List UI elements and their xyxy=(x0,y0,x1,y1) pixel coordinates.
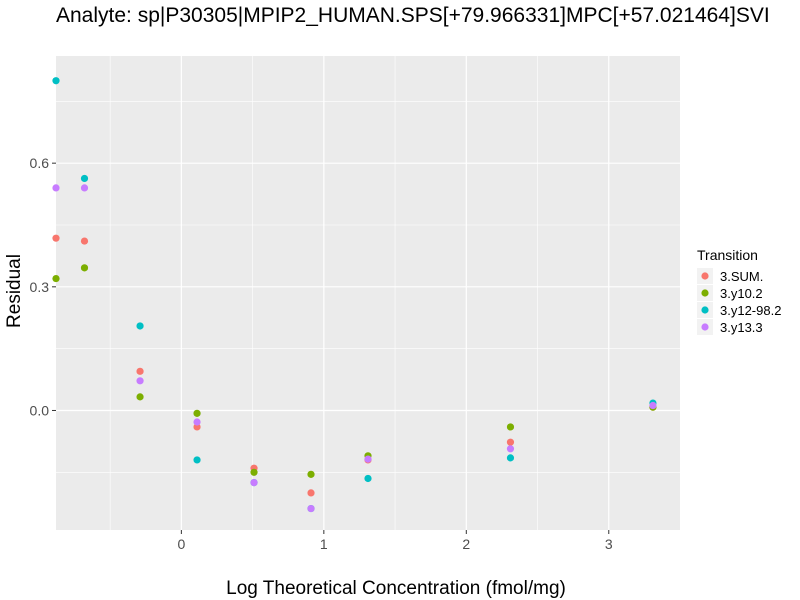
data-point xyxy=(52,234,60,242)
x-axis-title: Log Theoretical Concentration (fmol/mg) xyxy=(226,578,566,599)
data-point xyxy=(136,393,144,401)
legend-label: 3.y13.3 xyxy=(720,320,763,335)
data-point xyxy=(52,274,60,283)
data-point xyxy=(193,423,201,431)
x-tick-label: 3 xyxy=(605,536,613,552)
x-tick-label: 2 xyxy=(462,536,470,552)
legend-label: 3.SUM. xyxy=(720,269,763,284)
major-gridlines xyxy=(56,56,680,530)
data-point xyxy=(136,322,144,330)
data-point xyxy=(307,504,315,513)
y-axis-title: Residual xyxy=(4,254,25,328)
data-point xyxy=(506,438,515,446)
data-point xyxy=(307,489,315,497)
data-point xyxy=(506,454,515,462)
data-point xyxy=(364,474,372,483)
data-point xyxy=(506,445,515,453)
legend-title: Transition xyxy=(697,247,758,263)
y-tick-label: 0.3 xyxy=(30,279,50,295)
x-tick-label: 1 xyxy=(320,536,328,552)
legend-key xyxy=(701,272,709,280)
data-point xyxy=(193,409,201,417)
data-point xyxy=(136,377,144,385)
data-point xyxy=(80,264,89,272)
chart-title: Analyte: sp|P30305|MPIP2_HUMAN.SPS[+79.9… xyxy=(56,4,770,27)
data-point xyxy=(250,468,258,476)
data-point xyxy=(193,456,201,464)
data-point xyxy=(80,237,89,245)
legend-key xyxy=(701,289,709,297)
data-point xyxy=(136,367,144,375)
y-tick-label: 0.6 xyxy=(30,155,50,171)
legend-key xyxy=(701,323,709,331)
legend-key xyxy=(701,306,709,314)
data-points xyxy=(52,77,657,513)
data-point xyxy=(80,174,89,183)
data-point xyxy=(506,423,515,431)
minor-gridlines xyxy=(56,56,680,530)
data-point xyxy=(80,184,89,192)
y-tick-label: 0.0 xyxy=(30,402,50,418)
data-point xyxy=(52,77,60,85)
data-point xyxy=(649,401,657,410)
data-point xyxy=(364,455,372,463)
legend-label: 3.y12-98.2 xyxy=(720,303,781,318)
data-point xyxy=(52,184,60,192)
plot-panel xyxy=(56,56,680,530)
data-point xyxy=(307,470,315,478)
axis-ticks: 0 1 2 3 0.0 0.3 0.6 xyxy=(30,155,613,552)
data-point xyxy=(193,418,201,426)
x-tick-label: 0 xyxy=(177,536,185,552)
legend-label: 3.y10.2 xyxy=(720,286,763,301)
legend: Transition 3.SUM. 3.y10.2 3.y12-98.2 3.y13.… xyxy=(697,247,781,335)
data-point xyxy=(250,479,258,487)
